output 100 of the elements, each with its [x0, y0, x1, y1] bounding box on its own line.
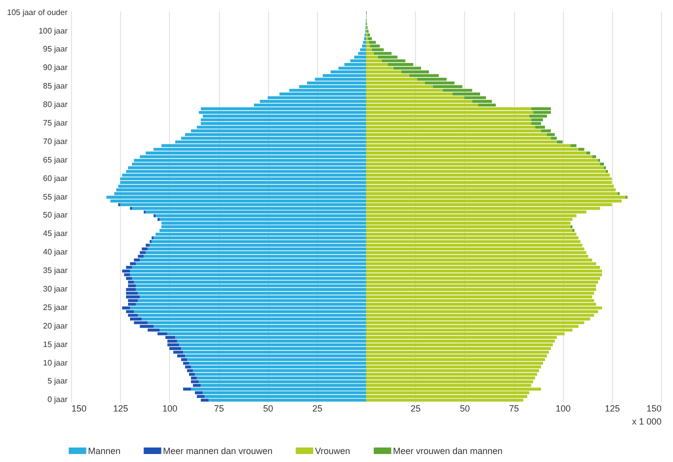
bar — [192, 369, 366, 372]
bar — [366, 380, 534, 384]
bar — [366, 199, 622, 202]
bar — [118, 184, 366, 188]
bar — [126, 288, 136, 291]
bar — [366, 388, 542, 391]
bar — [366, 262, 596, 266]
bar — [366, 394, 528, 398]
bar — [366, 174, 610, 177]
bar — [126, 295, 140, 298]
bar — [161, 222, 366, 225]
x-tick-label: 75 — [508, 404, 520, 414]
bar — [140, 251, 146, 254]
bar — [187, 358, 366, 362]
bar — [194, 391, 203, 394]
bar — [177, 354, 186, 358]
bar — [366, 236, 578, 240]
bar — [169, 347, 182, 350]
bar — [368, 40, 376, 44]
bar — [366, 247, 584, 250]
bar — [192, 384, 201, 387]
bar — [198, 110, 366, 114]
bar — [110, 199, 366, 202]
bar — [185, 354, 366, 358]
bar — [140, 295, 366, 298]
bar — [160, 218, 366, 221]
x-tick-label: 100 — [556, 404, 571, 414]
bar — [366, 177, 612, 180]
bar — [366, 350, 549, 354]
bar — [167, 340, 178, 343]
bar — [533, 110, 551, 114]
bar — [138, 254, 144, 258]
bar — [366, 306, 602, 310]
bar — [152, 240, 366, 244]
y-tick-label: 40 jaar — [43, 248, 68, 257]
bar — [366, 218, 572, 221]
bar — [366, 188, 616, 192]
bar — [366, 232, 576, 236]
bar — [200, 118, 366, 122]
bar — [366, 184, 614, 188]
y-tick-label: 75 jaar — [43, 118, 68, 128]
legend-label: Meer mannen dan vrouwen — [163, 446, 273, 456]
bar — [142, 318, 366, 320]
bar — [122, 174, 366, 177]
bar — [136, 262, 366, 266]
bar — [586, 152, 590, 154]
bar — [366, 347, 551, 350]
bar — [134, 280, 366, 284]
bar — [173, 350, 184, 354]
bar — [366, 133, 547, 136]
bar — [366, 52, 374, 55]
bar — [363, 40, 366, 44]
x-tick-label: 25 — [410, 404, 421, 414]
x-tick-label: 50 — [263, 404, 274, 414]
bar — [132, 266, 366, 269]
bar — [160, 229, 366, 232]
bar — [126, 310, 134, 314]
y-tick-label: 100 jaar — [38, 26, 68, 36]
bar — [185, 365, 191, 368]
y-tick-label: 55 jaar — [43, 192, 68, 202]
x-tick-label: 25 — [312, 404, 322, 414]
bar — [187, 369, 193, 372]
bar — [366, 222, 571, 225]
legend-label: Meer vrouwen dan mannen — [393, 446, 503, 456]
bar — [190, 376, 197, 380]
bar — [366, 40, 369, 44]
y-tick-label: 30 jaar — [43, 284, 68, 294]
bar — [366, 354, 547, 358]
bar — [366, 295, 592, 298]
bar — [128, 314, 138, 317]
bar — [366, 398, 524, 402]
bar — [126, 276, 132, 280]
bar — [366, 196, 626, 199]
bar — [531, 118, 543, 122]
bar — [366, 343, 553, 346]
bar — [130, 306, 366, 310]
bar — [126, 170, 366, 173]
bar — [190, 388, 366, 391]
bar — [366, 122, 532, 125]
bar — [366, 162, 600, 166]
y-tick-label: 105 jaar of ouder — [7, 8, 68, 17]
bar — [156, 232, 366, 236]
bar — [366, 44, 370, 48]
bar — [570, 144, 576, 148]
y-tick-label: 80 jaar — [43, 100, 68, 110]
bar — [181, 358, 188, 362]
bar — [177, 340, 366, 343]
bar — [142, 247, 148, 250]
x-tick-label: 125 — [604, 404, 620, 414]
bar — [366, 365, 542, 368]
bar — [366, 110, 534, 114]
y-tick-label: 95 jaar — [43, 44, 68, 54]
y-tick-label: 5 jaar — [47, 376, 68, 386]
bar — [190, 365, 366, 368]
y-tick-label: 85 jaar — [43, 82, 68, 91]
bar — [126, 266, 132, 269]
y-tick-label: 0 jaar — [47, 395, 68, 404]
bar — [194, 372, 366, 376]
bar — [366, 358, 545, 362]
bar — [366, 280, 598, 284]
